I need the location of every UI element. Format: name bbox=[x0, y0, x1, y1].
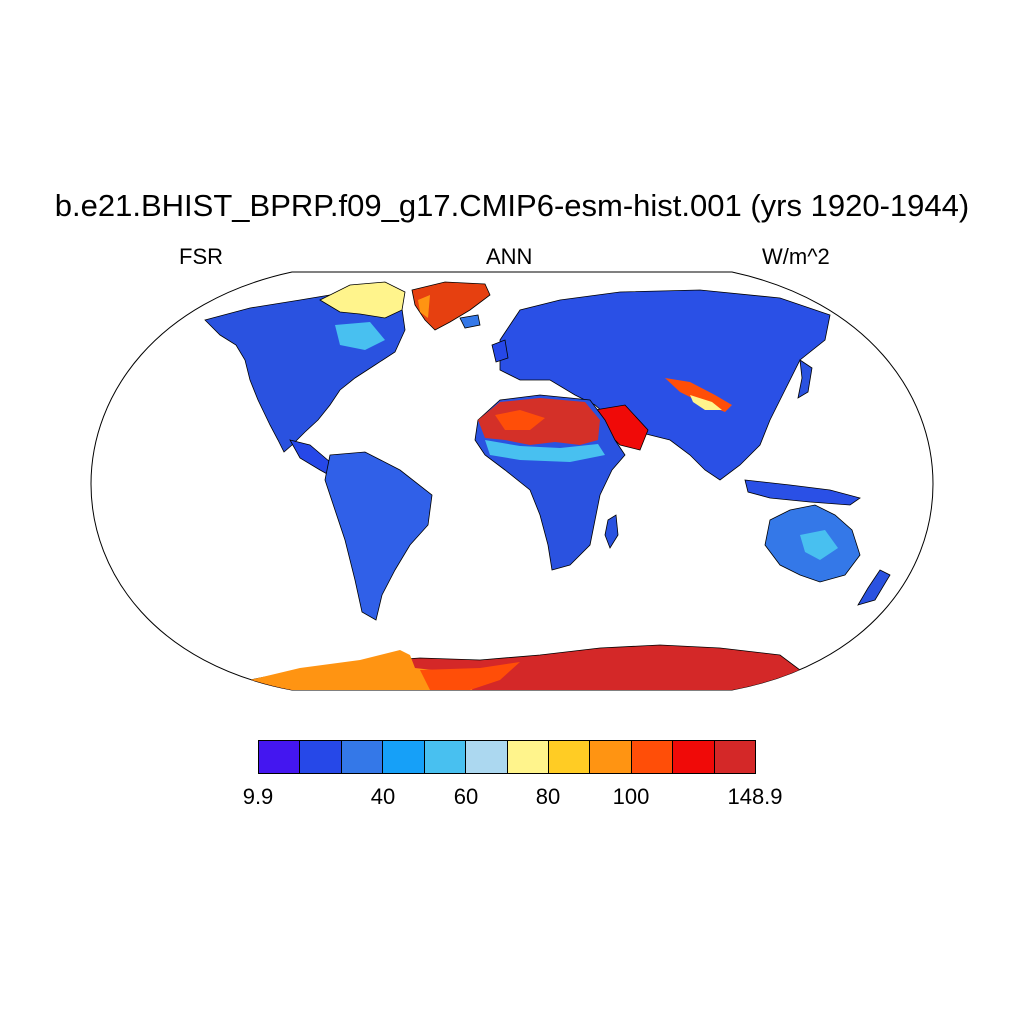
colorbar-label: 9.9 bbox=[242, 784, 274, 809]
colorbar-box bbox=[714, 741, 756, 773]
iceland bbox=[459, 314, 481, 329]
colorbar-box bbox=[424, 741, 467, 773]
australia-center bbox=[800, 530, 838, 560]
colorbar-label: 100 bbox=[612, 784, 650, 809]
canadian-arctic bbox=[319, 281, 406, 319]
colorbar-box bbox=[590, 741, 632, 773]
units-label: W/m^2 bbox=[762, 244, 830, 269]
colorbar-label: 40 bbox=[370, 784, 396, 809]
new-zealand bbox=[857, 569, 891, 606]
madagascar bbox=[604, 514, 619, 549]
antarctica-peninsula bbox=[240, 650, 480, 690]
colorbar-label: 60 bbox=[453, 784, 479, 809]
sahara-hot bbox=[495, 410, 545, 430]
colorbar-box bbox=[259, 741, 301, 773]
variable-label: FSR bbox=[179, 244, 223, 269]
season-label: ANN bbox=[486, 244, 533, 269]
colorbar bbox=[258, 740, 756, 774]
colorbar-box bbox=[383, 741, 425, 773]
colorbar-box bbox=[631, 741, 674, 773]
colorbar-label: 80 bbox=[535, 784, 561, 809]
south-america bbox=[324, 451, 433, 621]
tibet bbox=[665, 378, 732, 412]
colorbar-box bbox=[466, 741, 508, 773]
colorbar-box bbox=[548, 741, 591, 773]
greenland-edge bbox=[418, 295, 430, 318]
sahel bbox=[485, 440, 605, 462]
colorbar-box bbox=[300, 741, 342, 773]
colorbar-box bbox=[673, 741, 715, 773]
colorbar-label: 148.9 bbox=[727, 784, 783, 809]
plot-title: b.e21.BHIST_BPRP.f09_g17.CMIP6-esm-hist.… bbox=[54, 188, 970, 223]
hudson-area bbox=[335, 322, 385, 350]
uk bbox=[491, 339, 509, 363]
tibet-edge bbox=[690, 395, 722, 410]
eurasia bbox=[499, 289, 831, 481]
antarctica-west bbox=[420, 662, 520, 690]
japan bbox=[797, 359, 813, 399]
indonesia bbox=[744, 479, 861, 506]
greenland bbox=[411, 281, 491, 331]
colorbar-box bbox=[507, 741, 549, 773]
colorbar-box bbox=[341, 741, 384, 773]
